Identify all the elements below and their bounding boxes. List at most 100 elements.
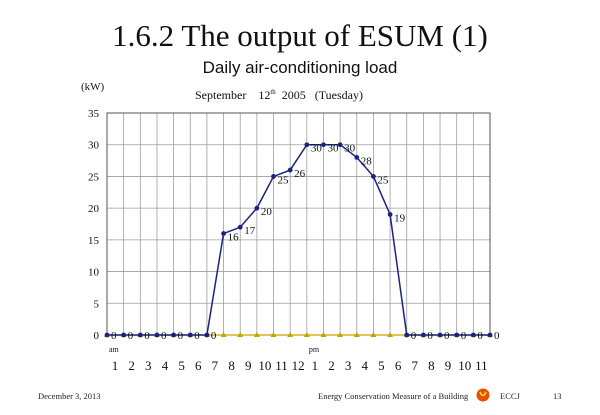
data-point [437, 332, 443, 338]
data-label: 0 [144, 330, 150, 342]
data-point [470, 332, 476, 338]
y-tick-label: 5 [94, 298, 100, 310]
x-tick-label: 3 [345, 358, 352, 373]
y-tick-label: 35 [88, 108, 100, 120]
data-label: 0 [211, 330, 217, 342]
data-label: 0 [477, 330, 483, 342]
date-suffix-sup: th [270, 88, 276, 96]
baseline-marker [370, 332, 377, 337]
data-label: 25 [377, 174, 389, 186]
x-tick-label: 8 [228, 358, 235, 373]
data-point [137, 332, 143, 338]
baseline-marker [237, 332, 244, 337]
data-point [354, 155, 360, 160]
y-tick-label: 15 [88, 235, 100, 247]
data-point [171, 332, 177, 338]
data-label: 20 [261, 206, 273, 218]
y-tick-label: 10 [88, 267, 100, 279]
y-axis-unit: (kW) [81, 81, 105, 93]
data-point [371, 174, 376, 179]
x-tick-label: 7 [212, 358, 219, 373]
data-label: 16 [228, 232, 240, 244]
baseline-marker [220, 332, 227, 337]
data-label: 26 [294, 168, 306, 180]
x-tick-label: 5 [178, 358, 185, 373]
data-point [454, 332, 460, 338]
data-label: 17 [244, 225, 256, 237]
y-tick-label: 25 [88, 171, 100, 183]
x-tick-label: 9 [445, 358, 452, 373]
baseline-marker [337, 332, 344, 337]
footer-org: ECCJ [500, 391, 520, 401]
x-tick-label: 12 [292, 358, 305, 373]
data-point [387, 212, 393, 217]
data-label: 0 [161, 330, 167, 342]
chart-date: September 12th 2005 (Tuesday) [195, 88, 363, 103]
baseline-marker [387, 332, 394, 337]
date-prefix: September 12 [195, 88, 271, 102]
data-label: 19 [394, 212, 406, 224]
x-tick-label: 3 [145, 358, 152, 373]
data-point [104, 332, 110, 338]
plot-frame [106, 112, 491, 336]
data-point [271, 174, 276, 179]
x-tick-label: 1 [112, 358, 119, 373]
period-label-am: am [109, 345, 120, 354]
date-suffix: 2005 (Tuesday) [275, 88, 364, 102]
data-point [487, 332, 493, 338]
y-tick-label: 0 [94, 330, 100, 342]
data-point [121, 332, 127, 338]
data-label: 0 [411, 330, 417, 342]
x-tick-label: 7 [411, 358, 418, 373]
data-point [204, 332, 210, 338]
data-point [154, 332, 160, 338]
x-tick-label: 4 [362, 358, 369, 373]
x-tick-label: 2 [128, 358, 135, 373]
data-label: 0 [427, 330, 433, 342]
data-point [287, 167, 293, 173]
footer-date: December 3, 2013 [38, 391, 101, 401]
x-tick-label: 2 [328, 358, 335, 373]
data-label: 0 [111, 330, 117, 342]
data-point [321, 142, 326, 148]
page-number: 13 [553, 391, 562, 401]
x-tick-label: 10 [458, 358, 471, 373]
x-tick-label: 1 [312, 358, 319, 373]
x-tick-label: 11 [275, 358, 288, 373]
eccj-logo-icon [476, 388, 490, 402]
data-label: 0 [494, 330, 500, 342]
data-point [221, 231, 226, 236]
footer-title: Energy Conservation Measure of a Buildin… [318, 391, 469, 401]
x-tick-label: 10 [258, 358, 271, 373]
data-point [337, 142, 343, 148]
baseline-marker [253, 332, 260, 337]
data-point [237, 224, 243, 230]
data-point [254, 205, 260, 211]
slide-title: 1.6.2 The output of ESUM (1) [112, 18, 488, 53]
data-label: 25 [278, 174, 290, 186]
data-point [304, 142, 310, 148]
baseline-marker [270, 332, 277, 337]
y-tick-label: 30 [88, 140, 100, 152]
baseline-marker [353, 332, 360, 337]
x-tick-label: 9 [245, 358, 252, 373]
data-label: 30 [327, 143, 339, 155]
baseline-marker [303, 332, 310, 337]
data-label: 0 [128, 330, 134, 342]
baseline-marker [287, 332, 294, 337]
baseline-marker [320, 332, 327, 337]
x-tick-label: 4 [162, 358, 169, 373]
series-line-0 [107, 143, 490, 336]
data-point [404, 332, 410, 338]
x-tick-label: 6 [395, 358, 402, 373]
chart-subtitle: Daily air-conditioning load [202, 58, 398, 77]
data-label: 0 [444, 330, 450, 342]
data-label: 0 [461, 330, 467, 342]
x-tick-label: 11 [475, 358, 488, 373]
data-label: 30 [344, 143, 356, 155]
period-label-pm: pm [309, 345, 320, 354]
x-tick-label: 6 [195, 358, 202, 373]
x-tick-label: 8 [428, 358, 435, 373]
data-point [187, 332, 193, 338]
